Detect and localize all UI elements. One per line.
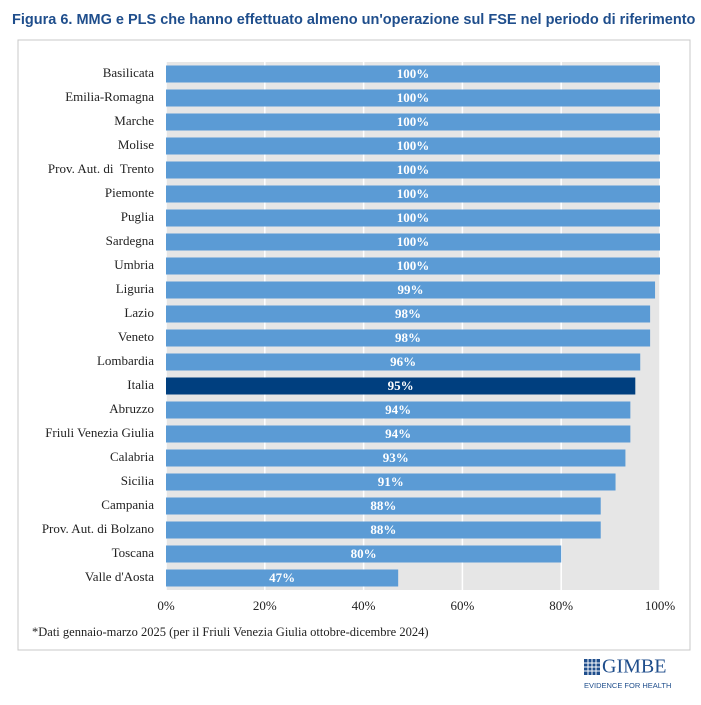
y-tick-label: Abruzzo bbox=[109, 401, 154, 416]
value-label: 88% bbox=[370, 498, 396, 513]
logo-name: GIMBE bbox=[602, 656, 666, 678]
value-label: 100% bbox=[397, 138, 430, 153]
bar bbox=[166, 473, 616, 491]
y-tick-label: Calabria bbox=[110, 449, 154, 464]
value-label: 98% bbox=[395, 306, 421, 321]
value-label: 91% bbox=[378, 474, 404, 489]
bar bbox=[166, 233, 660, 251]
bar bbox=[166, 209, 660, 227]
value-label: 100% bbox=[397, 210, 430, 225]
chart-title: Figura 6. MMG e PLS che hanno effettuato… bbox=[12, 12, 696, 28]
y-tick-label: Marche bbox=[114, 113, 154, 128]
y-tick-label: Umbria bbox=[114, 257, 154, 272]
y-tick-label: Puglia bbox=[121, 209, 154, 224]
x-tick-label: 80% bbox=[549, 598, 573, 613]
x-tick-label: 40% bbox=[352, 598, 376, 613]
value-label: 47% bbox=[269, 570, 295, 585]
value-label: 100% bbox=[397, 258, 430, 273]
bar bbox=[166, 449, 626, 467]
y-tick-label: Sardegna bbox=[106, 233, 155, 248]
value-label: 100% bbox=[397, 186, 430, 201]
y-tick-label: Molise bbox=[118, 137, 154, 152]
bar bbox=[166, 521, 601, 539]
bar bbox=[166, 89, 660, 107]
y-tick-label: Liguria bbox=[116, 281, 154, 296]
x-tick-label: 100% bbox=[645, 598, 676, 613]
y-tick-label: Prov. Aut. di Trento bbox=[48, 161, 154, 176]
value-label: 100% bbox=[397, 114, 430, 129]
value-label: 93% bbox=[383, 450, 409, 465]
y-tick-label: Piemonte bbox=[105, 185, 154, 200]
value-label: 100% bbox=[397, 66, 430, 81]
value-label: 96% bbox=[390, 354, 416, 369]
y-tick-label: Toscana bbox=[112, 545, 155, 560]
bar bbox=[166, 113, 660, 131]
value-label: 98% bbox=[395, 330, 421, 345]
logo-tagline: EVIDENCE FOR HEALTH bbox=[584, 681, 671, 690]
bar bbox=[166, 161, 660, 179]
y-tick-label: Prov. Aut. di Bolzano bbox=[42, 521, 154, 536]
bar bbox=[166, 305, 651, 323]
value-label: 80% bbox=[351, 546, 377, 561]
value-label: 94% bbox=[385, 402, 411, 417]
value-label: 94% bbox=[385, 426, 411, 441]
x-tick-label: 20% bbox=[253, 598, 277, 613]
x-tick-label: 60% bbox=[450, 598, 474, 613]
bar bbox=[166, 281, 656, 299]
bar bbox=[166, 65, 660, 83]
bar bbox=[166, 425, 631, 443]
bar bbox=[166, 545, 562, 563]
bar bbox=[166, 401, 631, 419]
y-tick-label: Campania bbox=[101, 497, 154, 512]
bar bbox=[166, 497, 601, 515]
footnote: *Dati gennaio-marzo 2025 (per il Friuli … bbox=[32, 625, 429, 639]
value-label: 100% bbox=[397, 234, 430, 249]
y-tick-label: Basilicata bbox=[103, 65, 154, 80]
bar bbox=[166, 329, 651, 347]
x-tick-label: 0% bbox=[157, 598, 175, 613]
y-tick-label: Italia bbox=[127, 377, 154, 392]
y-tick-label: Lombardia bbox=[97, 353, 154, 368]
y-tick-label: Veneto bbox=[118, 329, 154, 344]
y-tick-label: Emilia-Romagna bbox=[65, 89, 154, 104]
y-tick-label: Friuli Venezia Giulia bbox=[45, 425, 154, 440]
bar bbox=[166, 377, 636, 395]
value-label: 100% bbox=[397, 162, 430, 177]
value-label: 99% bbox=[398, 282, 424, 297]
bar bbox=[166, 185, 660, 203]
y-tick-label: Sicilia bbox=[121, 473, 154, 488]
y-tick-label: Valle d'Aosta bbox=[85, 569, 154, 584]
chart-frame bbox=[17, 39, 691, 651]
y-tick-label: Lazio bbox=[124, 305, 154, 320]
bar bbox=[166, 137, 660, 155]
bar bbox=[166, 257, 660, 275]
value-label: 100% bbox=[397, 90, 430, 105]
bar bbox=[166, 569, 399, 587]
value-label: 88% bbox=[370, 522, 396, 537]
logo: GIMBE EVIDENCE FOR HEALTH bbox=[584, 656, 671, 690]
bar bbox=[166, 353, 641, 371]
logo-icon-grid bbox=[584, 659, 600, 675]
value-label: 95% bbox=[388, 378, 414, 393]
